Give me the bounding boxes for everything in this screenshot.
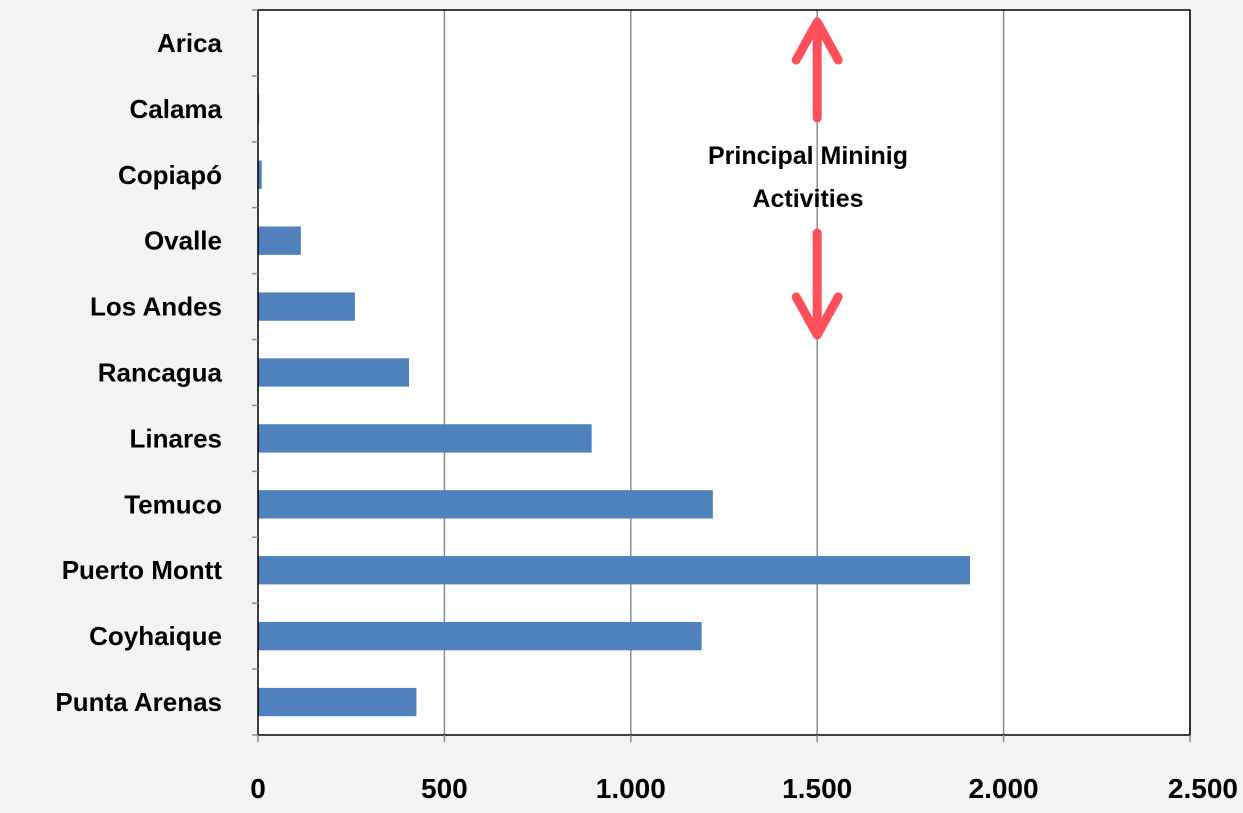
category-label-5: Rancagua — [98, 358, 223, 388]
bar-6 — [258, 424, 592, 453]
annotation-line-1: Principal Mininig — [708, 142, 908, 170]
bar-8 — [258, 556, 971, 585]
category-label-6: Linares — [130, 423, 223, 453]
plot-area — [258, 10, 1190, 735]
arrow-up-head — [791, 17, 843, 65]
category-label-4: Los Andes — [90, 292, 222, 322]
category-label-7: Temuco — [124, 489, 222, 519]
x-tick-label-1500: 1.500 — [782, 773, 852, 804]
bar-5 — [258, 358, 409, 387]
annotation-line-2: Activities — [752, 185, 863, 213]
axes — [252, 9, 1191, 742]
category-label-2: Copiapó — [118, 160, 222, 190]
x-tick-label-2000: 2.000 — [969, 773, 1039, 804]
annotation: Principal Mininig Activities — [708, 17, 908, 340]
x-tick-label-500: 500 — [421, 773, 468, 804]
category-label-10: Punta Arenas — [55, 687, 222, 717]
category-label-3: Ovalle — [144, 226, 222, 256]
category-label-0: Arica — [157, 28, 223, 58]
bar-4 — [258, 292, 355, 321]
arrow-down-head — [791, 292, 843, 340]
x-tick-label-1000: 1.000 — [596, 773, 666, 804]
bar-10 — [258, 687, 417, 717]
category-label-1: Calama — [130, 94, 223, 124]
bar-9 — [258, 621, 702, 651]
category-label-9: Coyhaique — [89, 621, 222, 651]
x-tick-label-2500: 2.500 — [1168, 773, 1238, 804]
x-tick-label-0: 0 — [250, 773, 266, 804]
category-label-8: Puerto Montt — [62, 555, 223, 585]
labels: Arica Calama Copiapó Ovalle Los Andes Rancagu… — [55, 28, 1238, 804]
gridlines — [443, 10, 1191, 735]
bars — [258, 94, 971, 717]
bar-2 — [258, 160, 262, 189]
plot-border — [257, 9, 1191, 736]
bar-7 — [258, 490, 713, 519]
bar-3 — [258, 226, 301, 255]
